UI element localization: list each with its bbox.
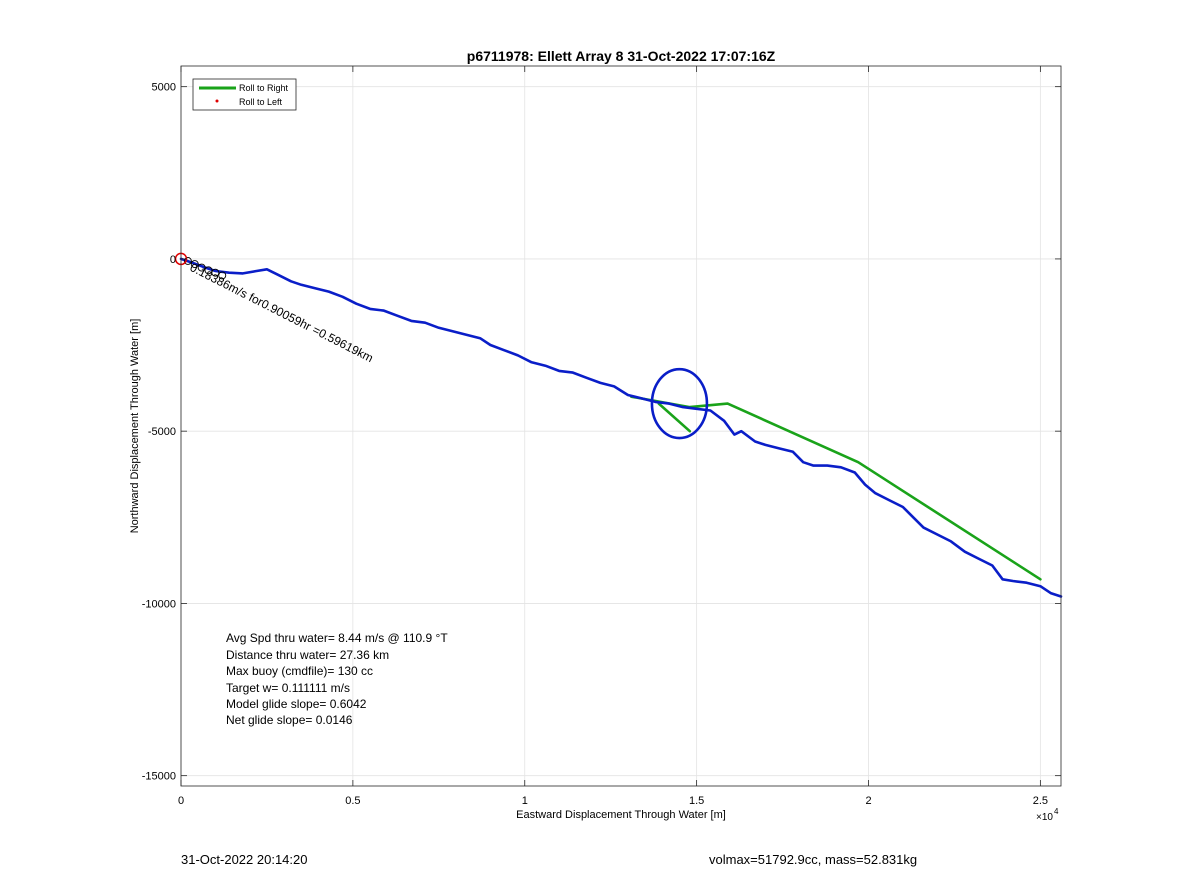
x-axis-label: Eastward Displacement Through Water [m] — [516, 809, 726, 821]
legend-label-roll-right: Roll to Right — [239, 83, 289, 93]
surface-marker — [190, 260, 199, 269]
series-layer — [174, 252, 1063, 598]
legend: Roll to Right Roll to Left — [192, 78, 297, 111]
surface-marker — [204, 266, 213, 275]
stat-model-glide: Model glide slope= 0.6042 — [226, 697, 367, 711]
y-tick-label: -10000 — [142, 598, 176, 610]
y-tick-label: -5000 — [148, 426, 176, 438]
plot-frame — [180, 65, 1062, 787]
x-exponent-power: 4 — [1054, 807, 1059, 816]
y-axis-label: Northward Displacement Through Water [m] — [129, 319, 141, 534]
x-tick-label: 2 — [865, 795, 871, 807]
stat-net-glide: Net glide slope= 0.0146 — [226, 713, 353, 727]
axis-ticks: 0 0.5 1 1.5 2 2.5 5000 0 -5000 -10000 -15000 — [142, 66, 1061, 807]
legend-label-roll-left: Roll to Left — [239, 97, 283, 107]
x-exponent-label: ×10 4 — [1036, 807, 1059, 823]
x-tick-label: 2.5 — [1033, 795, 1048, 807]
stats-block: Avg Spd thru water= 8.44 m/s @ 110.9 °T … — [226, 631, 448, 727]
footer-summary: volmax=51792.9cc, mass=52.831kg — [709, 852, 918, 867]
legend-box — [192, 78, 297, 111]
surface-marker — [218, 271, 227, 280]
footer-timestamp: 31-Oct-2022 20:14:20 — [181, 852, 308, 867]
x-exponent-base: ×10 — [1036, 812, 1053, 823]
x-tick-label: 0.5 — [345, 795, 360, 807]
x-tick-label: 1.5 — [689, 795, 704, 807]
series-line-2 — [179, 257, 1063, 598]
stat-distance: Distance thru water= 27.36 km — [226, 648, 389, 662]
stat-target-w: Target w= 0.111111 m/s — [226, 681, 350, 695]
x-tick-label: 1 — [522, 795, 528, 807]
surface-marker — [197, 263, 206, 272]
plot-area — [181, 66, 1061, 786]
x-tick-label: 0 — [178, 795, 184, 807]
legend-swatch-roll-left — [215, 99, 219, 103]
y-tick-label: 5000 — [152, 82, 176, 94]
series-line-1 — [657, 402, 692, 433]
surface-marker — [211, 268, 220, 277]
stat-max-buoy: Max buoy (cmdfile)= 130 cc — [226, 664, 373, 678]
series-loop-3 — [650, 367, 709, 440]
chart-title: p6711978: Ellett Array 8 31-Oct-2022 17:… — [467, 48, 776, 64]
y-tick-label: -15000 — [142, 771, 176, 783]
stat-avg-speed: Avg Spd thru water= 8.44 m/s @ 110.9 °T — [226, 631, 448, 645]
grid-lines — [180, 66, 1061, 786]
y-tick-label: 0 — [170, 254, 176, 266]
surface-marker — [183, 257, 192, 265]
